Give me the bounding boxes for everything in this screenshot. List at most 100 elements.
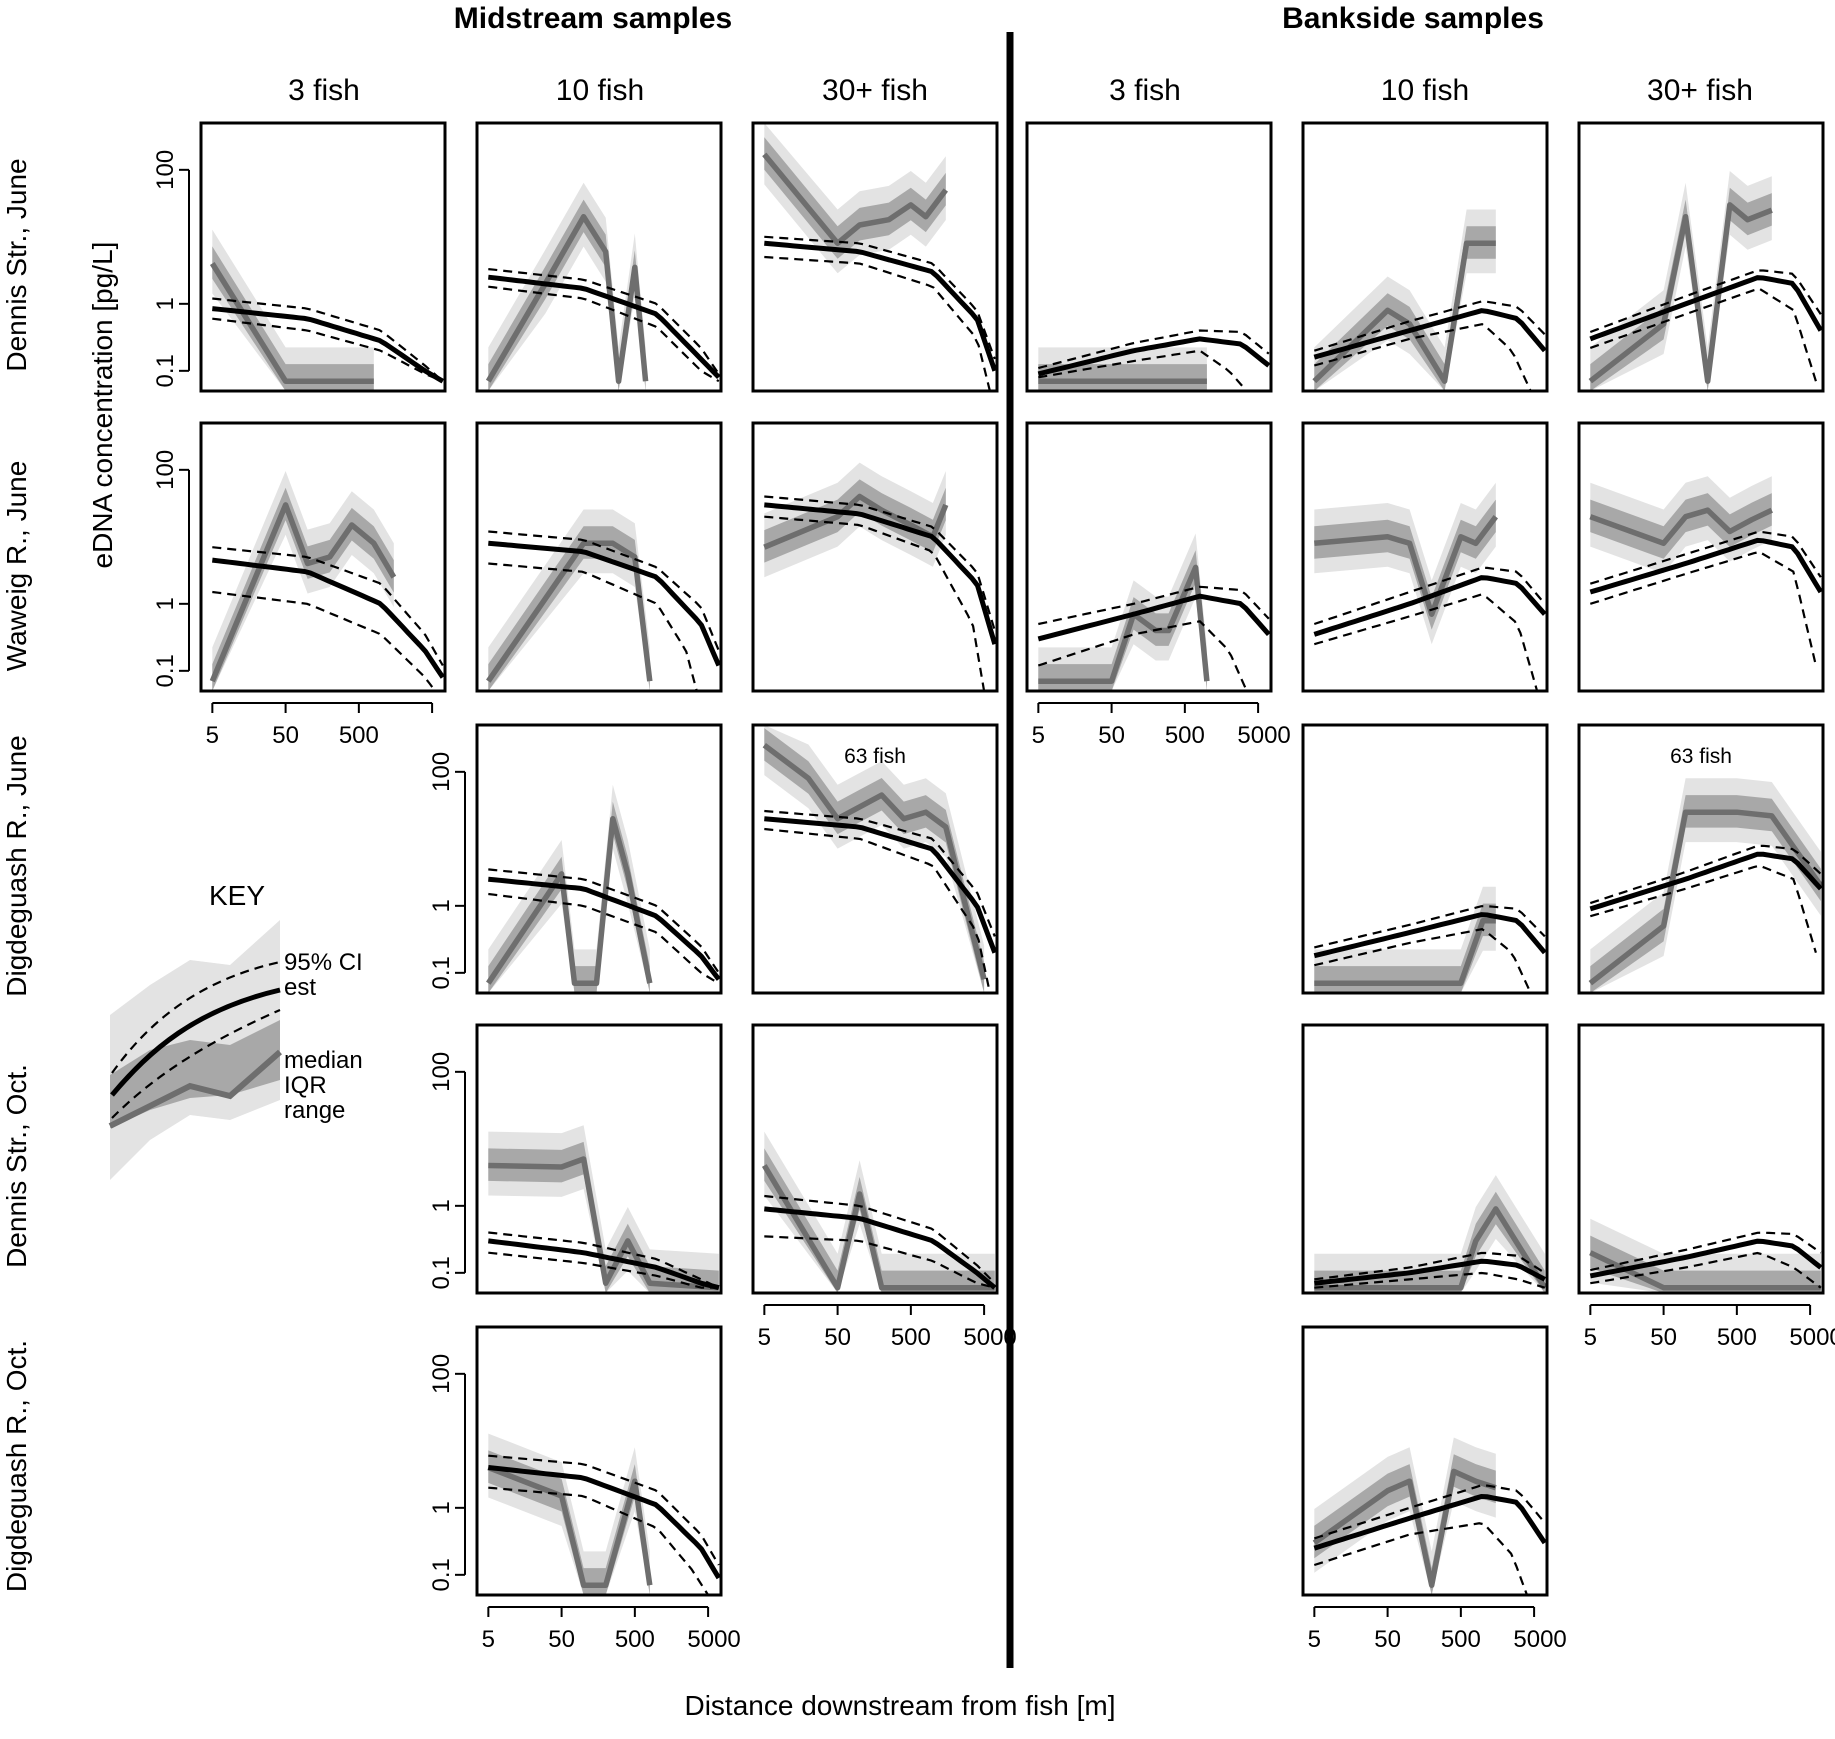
range-band — [764, 462, 946, 578]
panel-plot-area — [1312, 1437, 1547, 1595]
ci-lower-line — [488, 562, 698, 691]
panel-frame — [199, 421, 447, 693]
median-line — [1588, 202, 1773, 384]
ci-upper-line — [764, 809, 996, 937]
y-tick-label: 100 — [152, 450, 179, 490]
median-line — [762, 743, 987, 980]
ci-lower-line — [764, 255, 991, 391]
x-tick-label: 5 — [482, 1626, 495, 1653]
median-line — [762, 152, 949, 247]
ci-lower-line — [764, 515, 986, 691]
panel-annotation: 63 fish — [844, 745, 906, 768]
legend-label-est: est — [284, 974, 316, 1001]
x-tick-label: 50 — [272, 722, 299, 749]
panel-frame — [751, 723, 999, 995]
panel-plot-area — [209, 229, 445, 391]
iqr-band — [212, 487, 394, 691]
x-tick-label: 5 — [758, 1324, 771, 1351]
panel-plot-area — [486, 784, 721, 993]
panel-r4-c4: 5 50 500 5000 — [1301, 1325, 1567, 1653]
x-tick-label: 50 — [824, 1324, 851, 1351]
row-label-digdeguash-june: Digdeguash R., June — [1, 735, 32, 997]
legend-label-range: range — [284, 1097, 345, 1124]
y-tick-label: 1 — [152, 297, 179, 310]
ci-lower-line — [212, 317, 444, 383]
y-tick-label: 100 — [152, 150, 179, 190]
panel-r0-c0: 0.1 1 100 — [152, 121, 447, 393]
x-tick-label: 5000 — [1513, 1626, 1566, 1653]
panel-frame — [475, 723, 723, 995]
median-line — [209, 262, 374, 384]
panel-annotation: 63 fish — [1670, 745, 1732, 768]
ci-upper-line — [1590, 1231, 1822, 1272]
panel-plot-area — [486, 509, 721, 691]
x-tick-label: 5000 — [687, 1626, 740, 1653]
panel-plot-area — [1588, 171, 1823, 391]
panel-r0-c5 — [1577, 121, 1825, 393]
panel-plot-area — [1312, 209, 1547, 391]
estimate-line — [1313, 1493, 1547, 1551]
range-band — [1314, 482, 1496, 645]
panel-r2-c2 — [751, 723, 999, 995]
estimate-line — [212, 306, 445, 384]
x-tick-label: 50 — [1374, 1626, 1401, 1653]
estimate-line — [1314, 1258, 1546, 1286]
x-tick-label: 50 — [1650, 1324, 1677, 1351]
ci-lower-line — [1037, 620, 1248, 691]
estimate-line — [1313, 912, 1547, 959]
panel-r1-c5 — [1577, 421, 1825, 693]
row-label-dennis-oct: Dennis Str., Oct. — [1, 1064, 32, 1268]
panel-plot-area — [1588, 778, 1823, 993]
ci-upper-line — [1313, 1484, 1546, 1540]
range-band — [1314, 1175, 1545, 1293]
ci-lower-line — [764, 827, 991, 993]
estimate-line — [488, 274, 721, 380]
panel-frame — [475, 1023, 723, 1295]
panel-frame — [199, 121, 447, 393]
y-tick-label: 1 — [428, 899, 455, 912]
y-tick-label: 0.1 — [152, 354, 179, 387]
ci-upper-line — [488, 1454, 720, 1566]
median-line — [1314, 1206, 1547, 1291]
iqr-band — [488, 1141, 719, 1293]
median-line — [1312, 240, 1496, 384]
ci-lower-line — [1038, 349, 1248, 391]
ci-upper-line — [1314, 905, 1546, 949]
y-tick-label: 100 — [428, 1052, 455, 1092]
panel-frame — [1577, 121, 1825, 393]
median-line — [209, 502, 397, 683]
column-title-bank-30: 30+ fish — [1647, 74, 1753, 107]
legend-median-line — [108, 1049, 282, 1129]
iqr-band — [1314, 1191, 1545, 1293]
x-tick-label: 5 — [1308, 1626, 1321, 1653]
panel-frame — [475, 121, 723, 393]
estimate-line — [764, 1206, 997, 1290]
midstream-group-title: Midstream samples — [454, 2, 732, 35]
iqr-band — [488, 199, 646, 391]
y-tick-label: 0.1 — [428, 1256, 455, 1289]
x-tick-label: 5000 — [963, 1324, 1016, 1351]
estimate-line — [764, 240, 997, 372]
ci-upper-line — [212, 546, 444, 667]
panel-frame — [1301, 723, 1549, 995]
range-band — [1038, 533, 1207, 691]
panel-plot-area — [1313, 886, 1547, 993]
y-axis-label: eDNA concentration [pg/L] — [87, 242, 118, 569]
ci-upper-line — [1589, 844, 1822, 905]
x-tick-label: 50 — [548, 1626, 575, 1653]
y-tick-label: 0.1 — [428, 956, 455, 989]
panel-r1-c3: 5 50 500 5000 — [1025, 421, 1291, 749]
x-tick-label: 500 — [1717, 1324, 1757, 1351]
ci-upper-line — [488, 868, 720, 974]
panel-frame — [1577, 723, 1825, 995]
panel-frame — [475, 421, 723, 693]
x-tick-label: 5 — [1032, 722, 1045, 749]
ci-lower-line — [1313, 593, 1539, 691]
estimate-line — [488, 1238, 720, 1291]
estimate-line — [1589, 537, 1823, 595]
legend-est-line — [110, 987, 281, 1097]
ci-upper-line — [764, 495, 996, 631]
estimate-line — [1589, 1238, 1823, 1279]
panel-r3-c1: 0.1 1 100 — [428, 1023, 723, 1295]
